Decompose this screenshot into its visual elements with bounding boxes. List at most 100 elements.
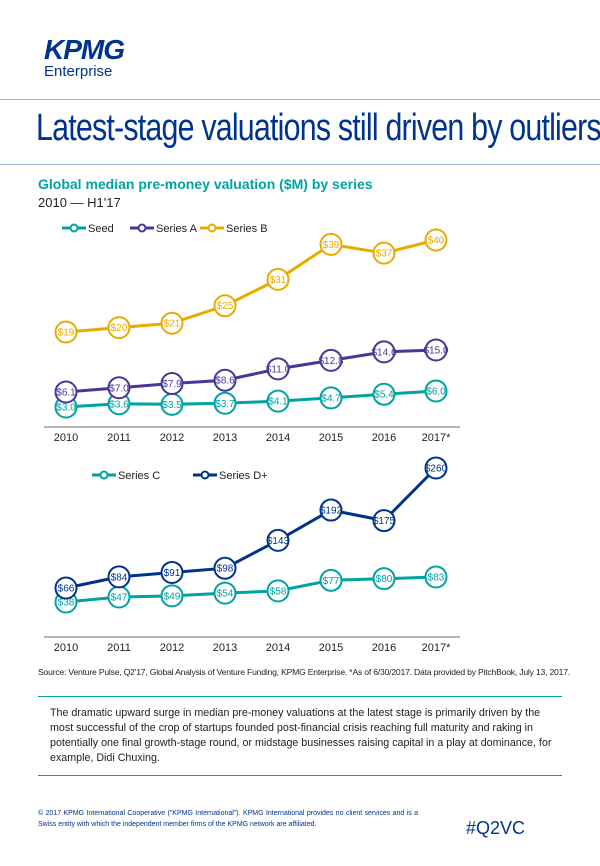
x-tick-label: 2016 [372,432,396,444]
legend-entry: Seed [88,223,114,235]
data-label: $40 [428,236,445,247]
data-label: $3.0 [56,403,76,414]
data-label: $98 [217,564,234,575]
data-point [107,565,131,589]
data-label: $15.0 [423,346,448,357]
data-label: $21 [164,319,181,330]
data-point [372,382,396,406]
data-label: $66 [58,584,75,595]
data-point [266,357,290,381]
data-label: $77 [323,576,340,587]
kpmg-enterprise-label: Enterprise [44,63,113,80]
data-point [213,556,237,580]
data-label: $260 [425,464,448,475]
data-label: $12.8 [318,356,343,367]
data-label: $4.1 [268,397,288,408]
kpmg-logo: KPMG [44,34,125,65]
data-point [424,228,448,252]
x-tick-label: 2012 [160,432,184,444]
x-tick-label: 2013 [213,642,237,654]
data-label: $58 [270,586,287,597]
legend-entry: Series C [118,470,160,482]
legend-swatch-marker [137,223,147,233]
data-point [54,380,78,404]
data-label: $4.7 [321,393,341,404]
data-label: $143 [267,536,290,547]
x-tick-label: 2014 [266,642,290,654]
legend-swatch-marker [200,470,210,480]
data-label: $31 [270,275,287,286]
data-label: $5.4 [374,390,394,401]
page-title: Latest-stage valuations still driven by … [36,107,600,149]
data-label: $3.6 [109,399,129,410]
legend-entry: Series B [226,223,268,235]
data-label: $6.1 [56,388,76,399]
legend-entry: Series D+ [219,470,268,482]
data-point [54,576,78,600]
data-point [213,391,237,415]
data-point [160,311,184,335]
data-label: $84 [111,572,128,583]
data-point [266,389,290,413]
x-tick-label: 2017* [422,642,451,654]
data-label: $192 [320,506,343,517]
data-label: $54 [217,589,234,600]
commentary-paragraph: The dramatic upward surge in median pre-… [50,707,552,764]
x-tick-label: 2015 [319,432,343,444]
data-label: $49 [164,591,181,602]
x-tick-label: 2015 [319,642,343,654]
data-label: $38 [58,598,75,609]
chart-title: Global median pre-money valuation ($M) b… [38,176,373,192]
source-note: Source: Venture Pulse, Q2'17, Global Ana… [38,667,570,677]
data-point [319,348,343,372]
x-tick-label: 2014 [266,432,290,444]
x-tick-label: 2012 [160,642,184,654]
x-tick-label: 2010 [54,432,78,444]
data-label: $25 [217,301,234,312]
data-point [266,528,290,552]
data-point [213,294,237,318]
data-point [160,372,184,396]
data-point [160,561,184,585]
data-label: $3.5 [162,400,182,411]
x-tick-label: 2013 [213,432,237,444]
data-point [424,565,448,589]
data-label: $8.6 [215,376,235,387]
legend-swatch-marker [69,223,79,233]
data-label: $14.6 [371,347,396,358]
data-label: $7.9 [162,379,182,390]
data-point [160,584,184,608]
header-divider [0,99,600,100]
data-label: $91 [164,568,181,579]
data-point [424,338,448,362]
data-point [54,320,78,344]
data-point [424,379,448,403]
data-point [213,581,237,605]
data-point [266,267,290,291]
data-point [372,567,396,591]
data-label: $7.0 [109,383,129,394]
data-label: $37 [376,249,393,260]
data-point [319,568,343,592]
x-tick-label: 2010 [54,642,78,654]
x-tick-label: 2017* [422,432,451,444]
data-label: $175 [373,516,396,527]
legend-entry: Series A [156,223,198,235]
data-point [372,340,396,364]
data-point [107,316,131,340]
data-point [266,579,290,603]
data-point [424,456,448,480]
title-divider [0,164,600,165]
copyright-footer: © 2017 KPMG International Cooperative ("… [38,810,418,828]
data-point [213,368,237,392]
x-tick-label: 2016 [372,642,396,654]
data-label: $3.7 [215,399,235,410]
paragraph-bottom-rule [38,775,562,776]
data-point [319,498,343,522]
legend-swatch-marker [207,223,217,233]
data-point [372,241,396,265]
data-label: $6.0 [426,387,446,398]
paragraph-top-rule [38,696,562,697]
data-label: $47 [111,593,128,604]
